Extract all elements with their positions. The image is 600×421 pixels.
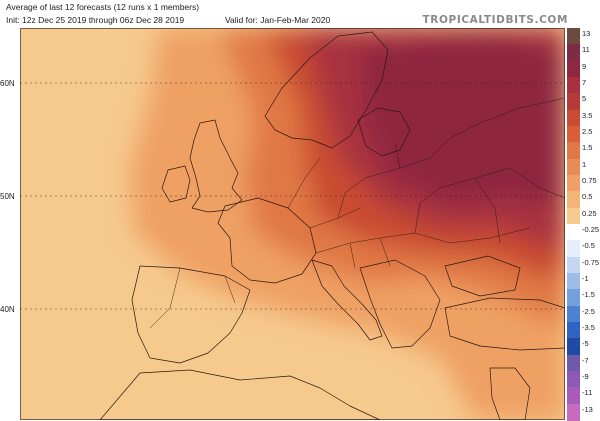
colorbar-label: -7	[582, 355, 589, 365]
colorbar-label: 7	[582, 78, 587, 87]
coast-ireland	[161, 165, 191, 203]
colorbar-swatch	[567, 126, 580, 143]
colorbar-swatch	[567, 273, 580, 290]
colorbar-swatch	[567, 158, 580, 176]
country-borders	[149, 97, 565, 329]
colorbar-entry: 0.5	[567, 191, 600, 209]
lat-lines	[20, 82, 565, 310]
colorbar-label: 13	[582, 29, 591, 38]
colorbar-entry: 2.5	[567, 126, 600, 143]
colorbar-swatch	[567, 305, 580, 323]
colorbar-entry: -13	[567, 403, 600, 421]
colorbar-swatch	[567, 44, 580, 62]
colorbar-swatch	[567, 60, 580, 78]
colorbar-label: 0.75	[582, 176, 597, 185]
coast-balkans	[359, 259, 441, 349]
colorbar-label: 0.25	[582, 208, 597, 218]
colorbar-swatch	[567, 371, 580, 388]
colorbar-entry: -1.5	[567, 289, 600, 307]
coast-france	[217, 197, 317, 284]
colorbar-swatch	[567, 256, 580, 274]
colorbar-entry: -7	[567, 354, 600, 372]
colorbar-swatch	[567, 28, 580, 45]
colorbar-swatch	[567, 175, 580, 192]
colorbar-label: 2.5	[582, 127, 593, 136]
lat-label-50n: 50N	[0, 192, 15, 201]
coast-black-sea	[444, 255, 521, 297]
colorbar-label: 9	[582, 61, 587, 71]
coast-scandinavia	[264, 31, 389, 149]
header-title: Average of last 12 forecasts (12 runs x …	[6, 2, 200, 12]
colorbar-label: -0.25	[582, 225, 600, 234]
colorbar-swatch	[567, 387, 580, 405]
coast-levant	[489, 367, 531, 420]
border-lines	[149, 97, 565, 329]
colorbar-label: -9	[582, 372, 589, 381]
colorbar-label: -11	[582, 388, 593, 398]
colorbar-label: 3.5	[582, 110, 593, 120]
colorbar-swatch	[567, 207, 580, 225]
header-valid: Valid for: Jan-Feb-Mar 2020	[225, 15, 331, 25]
colorbar-entry: 3.5	[567, 109, 600, 127]
colorbar-entry: 0.75	[567, 175, 600, 192]
colorbar-swatch	[567, 354, 580, 372]
colorbar-swatch	[567, 240, 580, 258]
colorbar-label: 5	[582, 94, 587, 104]
anomaly-map-svg	[20, 28, 565, 420]
coast-baltic	[357, 107, 411, 157]
colorbar-entry: 11	[567, 44, 600, 62]
colorbar-label: -2.5	[582, 306, 595, 316]
colorbar-entry: -0.75	[567, 256, 600, 274]
colorbar-entry: 1	[567, 158, 600, 176]
colorbar-label: 0.5	[582, 192, 593, 202]
colorbar-entry: 1.5	[567, 142, 600, 160]
colorbar-swatch	[567, 289, 580, 307]
colorbar-entry: -11	[567, 387, 600, 405]
anomaly-map	[20, 28, 565, 420]
colorbar-label: 1	[582, 159, 587, 169]
colorbar-entry: -3.5	[567, 322, 600, 339]
coast-iberia	[131, 265, 251, 364]
colorbar-label: -1	[582, 274, 589, 283]
colorbar-swatch	[567, 77, 580, 94]
colorbar-swatch	[567, 109, 580, 127]
colorbar-label: -5	[582, 339, 589, 349]
coast-anatolia	[444, 297, 565, 351]
colorbar-label: -0.75	[582, 257, 600, 267]
colorbar-entry: -9	[567, 371, 600, 388]
colorbar-swatch	[567, 224, 580, 241]
colorbar-entry: -1	[567, 273, 600, 290]
coast-italy	[311, 259, 383, 341]
lat-label-40n: 40N	[0, 305, 15, 314]
colorbar-entry: -0.25	[567, 224, 600, 241]
colorbar-swatch	[567, 338, 580, 356]
lat-label-60n: 60N	[0, 79, 15, 88]
colorbar-entry: 7	[567, 77, 600, 94]
colorbar-swatch	[567, 322, 580, 339]
colorbar-swatch	[567, 93, 580, 111]
colorbar-entry: -5	[567, 338, 600, 356]
coast-britain	[189, 119, 243, 213]
colorbar-swatch	[567, 191, 580, 209]
colorbar-entry: -2.5	[567, 305, 600, 323]
colorbar-label: -1.5	[582, 290, 595, 300]
colorbar: 13 11 9 7 5 3.5 2.5 1.5 1 0.75 0.5 0.25 -0.25 -0.5 -0.…	[567, 28, 600, 421]
colorbar-swatch	[567, 142, 580, 160]
colorbar-label: -0.5	[582, 241, 595, 251]
colorbar-label: -13	[582, 404, 593, 414]
coast-north-africa	[99, 369, 381, 420]
colorbar-entry: 9	[567, 60, 600, 78]
coastlines	[99, 31, 565, 420]
brand-logo-text: TROPICALTIDBITS.COM	[422, 14, 568, 26]
colorbar-label: -3.5	[582, 323, 595, 332]
header-init: Init: 12z Dec 25 2019 through 06z Dec 28…	[6, 15, 185, 25]
colorbar-swatch	[567, 403, 580, 421]
colorbar-label: 1.5	[582, 143, 593, 153]
colorbar-entry: 5	[567, 93, 600, 111]
colorbar-entry: 13	[567, 28, 600, 45]
colorbar-entry: -0.5	[567, 240, 600, 258]
colorbar-label: 11	[582, 45, 590, 55]
colorbar-entry: 0.25	[567, 207, 600, 225]
